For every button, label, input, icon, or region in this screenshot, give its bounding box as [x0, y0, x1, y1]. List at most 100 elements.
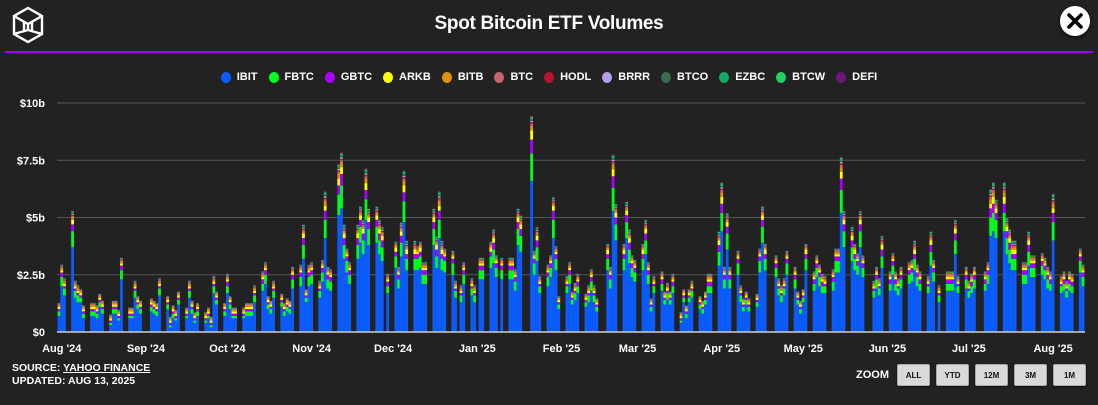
bar-segment-ezbc [63, 278, 66, 280]
bar-segment-bitb [796, 293, 800, 296]
bar-segment-btcw [424, 262, 428, 263]
bar-segment-btcw [405, 241, 409, 243]
bar-segment-ibit [226, 293, 229, 332]
bar-segment-btcw [359, 206, 362, 208]
bar-segment-ibit [299, 286, 303, 332]
legend-swatch [661, 71, 672, 83]
bar-segment-gbtc [698, 302, 702, 305]
bar-segment-btcw [386, 273, 390, 275]
bar-segment-brrr [272, 282, 275, 283]
bar-segment-btc [970, 276, 974, 278]
legend-item-bitb[interactable]: BITB [441, 71, 483, 83]
bar-segment-ibit [92, 315, 96, 332]
bar-segment-hodl [378, 224, 381, 226]
bar-segment-fbtc [698, 304, 702, 310]
legend-item-btco[interactable]: BTCO [661, 71, 708, 83]
bar-segment-ibit [568, 283, 572, 332]
source-link[interactable]: YAHOO FINANCE [63, 362, 151, 374]
bar-segment-bitb [481, 261, 485, 264]
bar-segment-fbtc [875, 279, 878, 289]
zoom-12m-button[interactable]: 12M [975, 364, 1008, 386]
bar-segment-btcw [785, 250, 789, 252]
bar-segment-defi [193, 311, 197, 313]
bar-segment-gbtc [972, 274, 976, 280]
bar-segment-btc [850, 231, 854, 234]
x-tick-label: Sep '24 [127, 343, 166, 355]
bar-segment-ezbc [424, 262, 428, 264]
bar-segment-arkb [799, 304, 802, 307]
bar-segment-fbtc [367, 228, 371, 245]
bar-segment-ezbc [1051, 195, 1055, 198]
bar-segment-bitb [73, 283, 77, 287]
bar-segment-fbtc [989, 217, 993, 236]
bar-segment-btc [576, 276, 580, 278]
bar-segment-arkb [302, 233, 305, 239]
bar-segment-brrr [394, 243, 398, 244]
bar-segment-defi [356, 224, 360, 226]
legend-item-hodl[interactable]: HODL [544, 71, 591, 83]
bar-segment-fbtc [394, 256, 398, 268]
bar-segment-defi [223, 302, 227, 304]
legend-item-ezbc[interactable]: EZBC [719, 71, 765, 83]
bar-segment-btcw [302, 225, 305, 226]
bar-segment-ibit [285, 311, 289, 332]
bar-segment-btcw [630, 255, 634, 257]
bar-segment-btco [1021, 263, 1025, 264]
zoom-3m-button[interactable]: 3M [1014, 364, 1047, 386]
bar-segment-btco [850, 229, 854, 231]
bar-segment-gbtc [913, 254, 916, 259]
legend-item-defi[interactable]: DEFI [836, 71, 877, 83]
bar-segment-gbtc [853, 254, 857, 259]
bar-segment-defi [668, 291, 672, 292]
legend-item-fbtc[interactable]: FBTC [268, 71, 314, 83]
bar-segment-btc [459, 287, 463, 289]
legend-swatch [719, 71, 730, 83]
bar-segment-gbtc [1068, 279, 1071, 284]
bar-segment-ibit [557, 309, 561, 332]
zoom-ytd-button[interactable]: YTD [936, 364, 969, 386]
bar-segment-ibit [190, 313, 194, 332]
bar-segment-ezbc [454, 281, 457, 282]
legend-item-btcw[interactable]: BTCW [776, 71, 825, 83]
legend-item-gbtc[interactable]: GBTC [324, 71, 372, 83]
bar-segment-btc [644, 225, 648, 227]
legend-item-arkb[interactable]: ARKB [383, 71, 431, 83]
bar-segment-defi [606, 243, 610, 245]
bar-segment-ibit [888, 290, 892, 332]
legend-item-btc[interactable]: BTC [494, 71, 533, 83]
bar-segment-btcw [875, 266, 878, 268]
close-button[interactable] [1060, 6, 1090, 36]
legend-item-brrr[interactable]: BRRR [602, 71, 650, 83]
bar-segment-defi [894, 271, 897, 272]
bar-segment-btc [291, 269, 294, 271]
bar-segment-btco [929, 233, 933, 235]
bar-segment-gbtc [758, 256, 762, 262]
bar-segment-bitb [804, 247, 808, 250]
legend-item-ibit[interactable]: IBIT [220, 71, 258, 83]
bar-segment-fbtc [728, 279, 732, 289]
bar-segment-fbtc [557, 304, 561, 310]
bar-segment-gbtc [253, 293, 256, 296]
bar-segment-defi [109, 314, 113, 315]
bar-segment-ibit [1049, 290, 1052, 332]
bar-segment-bitb [1010, 247, 1014, 250]
zoom-1m-button[interactable]: 1M [1053, 364, 1086, 386]
bar-segment-gbtc [437, 210, 441, 220]
bar-segment-ibit [435, 267, 438, 332]
bar-segment-btcw [253, 285, 256, 286]
bar-segment-ibit [209, 327, 213, 332]
bar-segment-arkb [291, 272, 294, 275]
bar-segment-bitb [815, 258, 819, 262]
bar-segment-btcw [671, 273, 675, 275]
bar-segment-ibit [511, 279, 514, 332]
bar-segment-hodl [1027, 235, 1031, 237]
zoom-all-button[interactable]: ALL [897, 364, 930, 386]
bar-segment-arkb [755, 297, 759, 300]
bar-segment-arkb [364, 183, 368, 191]
bar-segment-fbtc [133, 290, 137, 298]
bar-segment-fbtc [709, 286, 713, 294]
bar-segment-btc [1070, 276, 1074, 278]
bar-segment-btc [367, 213, 371, 216]
bar-segment-btcw [858, 211, 862, 213]
bar-segment-gbtc [130, 313, 134, 316]
